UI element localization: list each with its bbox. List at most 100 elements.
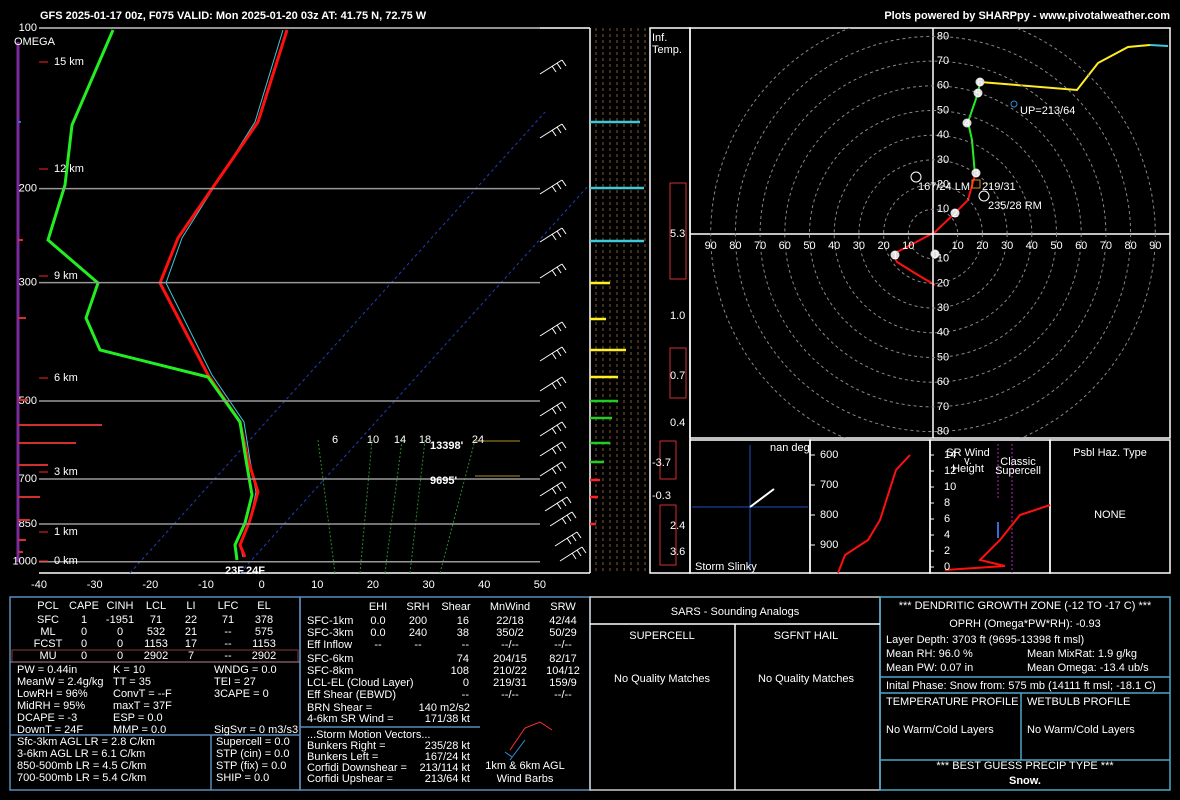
barb-flag [551, 185, 557, 193]
hodo-label: 80 [937, 426, 949, 438]
hodo-label: 40 [937, 129, 949, 141]
hodo-label: 70 [1100, 240, 1112, 252]
kin-header: Shear [441, 601, 471, 613]
hodo-annotation: 167/24 LM [918, 181, 970, 193]
kin-header: SRW [550, 601, 576, 613]
temp-label: -20 [142, 579, 158, 591]
sars-column: SUPERCELL [629, 630, 694, 642]
hodo-marker-label: 2 [952, 208, 958, 220]
temp-label: -40 [31, 579, 47, 591]
barb-flag [581, 546, 587, 554]
inferred-value: -3.7 [652, 457, 671, 469]
dgz-stat: Mean RH: 96.0 % [886, 648, 973, 660]
hodo-marker [950, 208, 960, 218]
sr-title: SR Wind [946, 447, 989, 459]
hodo-ring [809, 110, 1057, 358]
barb-staff [539, 263, 563, 279]
hodo-label: 90 [1149, 240, 1161, 252]
barb-flag [556, 424, 562, 432]
hodo-label: 60 [1075, 240, 1087, 252]
temp-label: 20 [367, 579, 379, 591]
motion-label: Corfidi Downshear = [307, 762, 407, 774]
kin-cell: --/-- [554, 689, 572, 701]
kin-cell: 0.0 [370, 615, 385, 627]
dgz-stat: Mean Omega: -13.4 ub/s [1027, 662, 1149, 674]
hodo-label: 10 [937, 253, 949, 265]
hodo-label: 80 [1124, 240, 1136, 252]
sr-label: 4 [944, 529, 950, 541]
hodo-label: 20 [937, 277, 949, 289]
index: maxT = 37F [113, 700, 172, 712]
parcel-header: CINH [107, 600, 134, 612]
pressure-label: 300 [19, 277, 37, 289]
dgz-title: *** DENDRITIC GROWTH ZONE (-12 TO -17 C)… [899, 600, 1152, 612]
precip-type: Snow. [1009, 775, 1041, 787]
inferred-value: 5.3 [670, 228, 685, 240]
kin-cell: --/-- [501, 689, 519, 701]
kin-cell: 204/15 [493, 653, 527, 665]
barb-flag [561, 263, 567, 271]
motion-label: Bunkers Right = [307, 740, 386, 752]
sr-label: 2 [944, 545, 950, 557]
height-label: 1 km [54, 526, 78, 538]
parcel-cell: -- [224, 638, 232, 650]
barb-flag [551, 352, 557, 360]
barb-flag [556, 349, 562, 357]
kin-cell: 82/17 [549, 653, 577, 665]
kin-label: SFC-1km [307, 615, 353, 627]
parcel-cell: 0 [81, 650, 87, 662]
barb-flag [551, 327, 557, 335]
temp-label: 30 [422, 579, 434, 591]
barb-flag [561, 421, 567, 429]
dgz-phase: Inital Phase: Snow from: 575 mb (14111 f… [886, 680, 1156, 692]
barb-flag [556, 230, 562, 238]
index: ESP = 0.0 [113, 712, 163, 724]
parcel-cell: 7 [188, 650, 194, 662]
kin-label: Eff Inflow [307, 639, 352, 651]
barb-staff [539, 461, 563, 477]
barb-flag [551, 269, 557, 277]
barb-caption: 1km & 6km AGL [485, 760, 564, 772]
mixing-ratio-label: 10 [367, 434, 379, 446]
hodo-annotation: 219/31 [982, 181, 1016, 193]
index: 3CAPE = 0 [214, 688, 269, 700]
motion-value: 167/24 kt [425, 751, 470, 763]
kin-cell: 22/18 [496, 615, 524, 627]
temp-label: 50 [534, 579, 546, 591]
parcel-cell: -1951 [106, 614, 134, 626]
sr-label: 0 [944, 561, 950, 573]
kin-cell: 240 [409, 627, 427, 639]
hodo-label: 60 [937, 376, 949, 388]
parcel-cell: FCST [34, 638, 63, 650]
height-label: 15 km [54, 56, 84, 68]
barb-staff [539, 179, 563, 195]
hodo-label: 40 [937, 327, 949, 339]
motion-title: ...Storm Motion Vectors... [307, 729, 431, 741]
slinky-title: Storm Slinky [695, 561, 757, 573]
hodo-label: 70 [754, 240, 766, 252]
pressure-label: 700 [19, 473, 37, 485]
kin-cell: --/-- [554, 639, 572, 651]
sr-label: 12 [944, 465, 956, 477]
parcel-cell: -- [224, 626, 232, 638]
barb-flag [571, 552, 577, 560]
lower-traces [504, 444, 1051, 761]
kin-extra-value: 140 m2/s2 [419, 702, 470, 714]
kin-cell: -- [462, 689, 470, 701]
inferred-box [659, 504, 677, 566]
hodo-label: 70 [937, 401, 949, 413]
inferred-value: -0.3 [652, 490, 671, 502]
mixing-ratio-label: 24 [472, 434, 484, 446]
index: MidRH = 95% [17, 700, 85, 712]
index: TEI = 27 [214, 676, 256, 688]
hodo-marker-label: 5 [975, 88, 981, 100]
temp-label: -10 [198, 579, 214, 591]
parcel-cell: ML [40, 626, 55, 638]
hodo-marker [930, 249, 940, 259]
barb-flag [556, 62, 562, 70]
barb-staff [539, 227, 563, 243]
barb-staff [539, 59, 563, 75]
parcel-cell: 0 [117, 626, 123, 638]
hodo-ring [710, 28, 1156, 438]
dgz-depth: Layer Depth: 3703 ft (9695-13398 ft msl) [886, 634, 1084, 646]
